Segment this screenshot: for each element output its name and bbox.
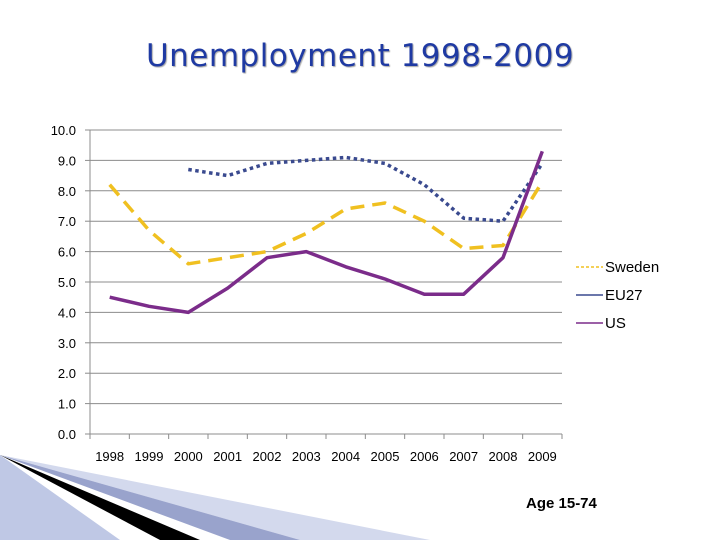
- x-tick-label: 2008: [489, 449, 518, 464]
- y-tick-label: 5.0: [58, 275, 76, 290]
- x-tick-label: 2000: [174, 449, 203, 464]
- x-axis-ticks: 1998 1999 2000 2001 2002 2003 2004 2005 2006 2007…: [89, 434, 563, 464]
- y-tick-label: 7.0: [58, 214, 76, 229]
- legend-label-us: US: [605, 315, 626, 332]
- series-line-eu27: [188, 155, 544, 223]
- series-line-us: [109, 150, 544, 315]
- y-tick-label: 9.0: [58, 153, 76, 168]
- y-tick-label: 3.0: [58, 336, 76, 351]
- y-tick-label: 6.0: [58, 245, 76, 260]
- x-tick-label: 1999: [135, 449, 164, 464]
- x-tick-label: 2003: [292, 449, 321, 464]
- x-tick-label: 1998: [95, 449, 124, 464]
- x-tick-label: 2005: [371, 449, 400, 464]
- slide-title: Unemployment 1998-2009: [145, 38, 575, 74]
- y-tick-label: 2.0: [58, 366, 76, 381]
- x-tick-label: 2002: [253, 449, 282, 464]
- y-tick-label: 1.0: [58, 397, 76, 412]
- legend-label-sweden: Sweden: [605, 259, 659, 276]
- y-tick-label: 8.0: [58, 184, 76, 199]
- legend-label-eu27: EU27: [605, 287, 643, 304]
- y-tick-label: 4.0: [58, 305, 76, 320]
- x-tick-label: 2001: [213, 449, 242, 464]
- decor-wedge-dark: [0, 455, 200, 540]
- y-tick-label: 10.0: [51, 123, 76, 138]
- x-tick-label: 2009: [528, 449, 557, 464]
- x-tick-label: 2007: [449, 449, 478, 464]
- decor-wedge-left: [0, 455, 120, 540]
- y-axis-ticks: 0.0 1.0 2.0 3.0 4.0 5.0 6.0 7.0 8.0 9.0 10.0: [51, 123, 90, 442]
- legend: Sweden EU27 US: [576, 259, 659, 332]
- series-lines: [108, 150, 544, 315]
- y-tick-label: 0.0: [58, 427, 76, 442]
- x-tick-label: 2004: [331, 449, 360, 464]
- decor-wedge-light: [0, 455, 430, 540]
- series-line-sweden: [108, 180, 544, 266]
- age-note: Age 15-74: [526, 495, 597, 512]
- decor-wedge-mid: [0, 455, 300, 540]
- x-tick-label: 2006: [410, 449, 439, 464]
